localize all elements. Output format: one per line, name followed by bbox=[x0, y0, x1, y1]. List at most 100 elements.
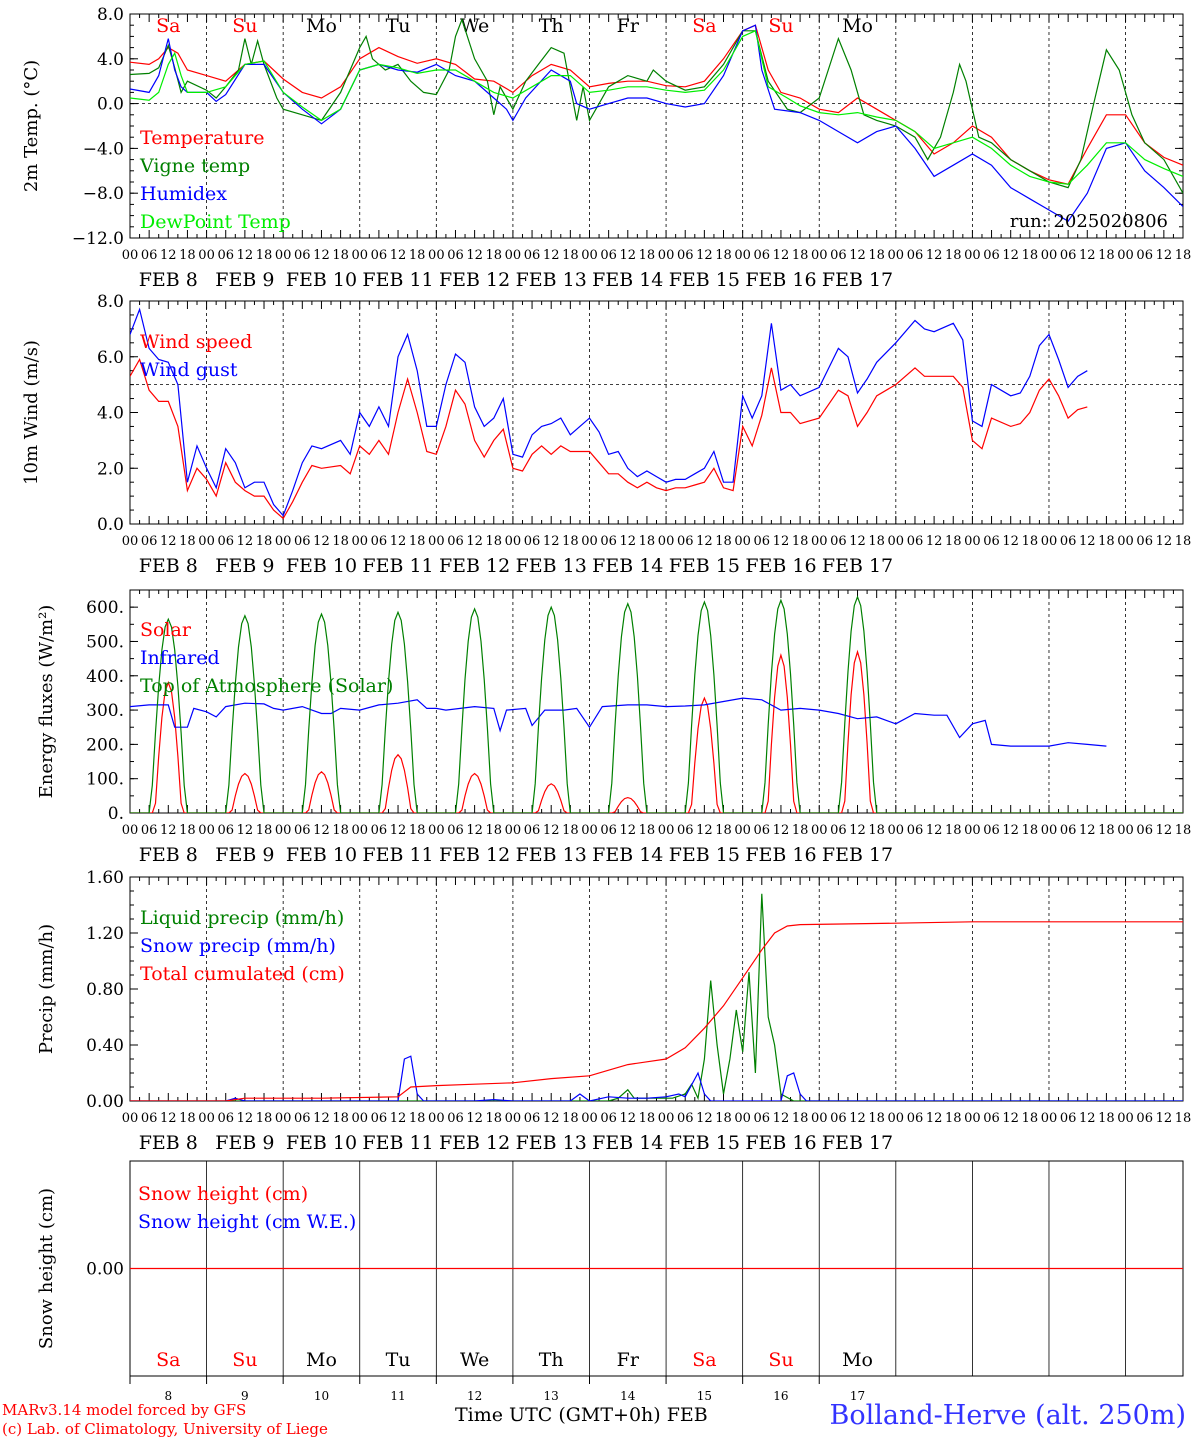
x-date-label: FEB 11 bbox=[362, 269, 433, 291]
x-hour-label: 06 bbox=[447, 1111, 464, 1126]
y-axis-title: Snow height (cm) bbox=[36, 1188, 57, 1349]
x-hour-label: 18 bbox=[1175, 534, 1192, 549]
x-hour-label: 00 bbox=[351, 248, 368, 263]
x-hour-label: 12 bbox=[926, 248, 943, 263]
day-number-label: 9 bbox=[241, 1389, 249, 1403]
series-line-total-cumulated-cm- bbox=[130, 921, 1183, 1101]
day-name-label: Mo bbox=[842, 1349, 873, 1371]
x-date-label: FEB 15 bbox=[669, 555, 740, 577]
x-hour-label: 12 bbox=[620, 1111, 637, 1126]
x-hour-label: 00 bbox=[198, 1111, 215, 1126]
x-hour-label: 06 bbox=[907, 1111, 924, 1126]
x-hour-label: 18 bbox=[1175, 823, 1192, 838]
x-hour-label: 18 bbox=[792, 248, 809, 263]
panel-frame bbox=[129, 589, 1184, 814]
x-hour-label: 18 bbox=[1175, 1111, 1192, 1126]
x-hour-label: 06 bbox=[1136, 1111, 1153, 1126]
x-hour-label: 12 bbox=[849, 534, 866, 549]
x-hour-label: 12 bbox=[1156, 1111, 1173, 1126]
y-tick-label: −8.0 bbox=[83, 184, 124, 204]
x-hour-label: 06 bbox=[217, 823, 234, 838]
x-date-label: FEB 14 bbox=[592, 1132, 663, 1154]
x-hour-label: 06 bbox=[754, 248, 771, 263]
x-hour-label: 00 bbox=[122, 248, 139, 263]
y-axis-title: 10m Wind (m/s) bbox=[21, 340, 42, 485]
y-tick-label: 1.20 bbox=[86, 924, 124, 944]
day-number-label: 10 bbox=[314, 1389, 329, 1403]
x-date-label: FEB 17 bbox=[822, 844, 893, 866]
series-line-top-of-atmosphere-solar- bbox=[130, 595, 1183, 813]
legend-entry: Top of Atmosphere (Solar) bbox=[140, 675, 393, 697]
x-hour-label: 18 bbox=[179, 1111, 196, 1126]
x-hour-label: 18 bbox=[332, 823, 349, 838]
x-hour-label: 12 bbox=[1156, 534, 1173, 549]
x-hour-label: 12 bbox=[773, 248, 790, 263]
y-tick-label: 8.0 bbox=[97, 5, 124, 25]
x-date-label: FEB 10 bbox=[286, 1132, 357, 1154]
x-hour-label: 06 bbox=[141, 1111, 158, 1126]
x-hour-label: 00 bbox=[198, 534, 215, 549]
day-name-label: Su bbox=[768, 1349, 793, 1371]
day-name-label: We bbox=[460, 15, 489, 37]
credit-model: MARv3.14 model forced by GFS bbox=[2, 1401, 247, 1419]
x-hour-label: 06 bbox=[294, 248, 311, 263]
x-hour-label: 18 bbox=[639, 1111, 656, 1126]
x-hour-label: 12 bbox=[849, 1111, 866, 1126]
x-hour-label: 06 bbox=[217, 534, 234, 549]
x-hour-label: 00 bbox=[658, 534, 675, 549]
x-hour-label: 18 bbox=[562, 1111, 579, 1126]
x-hour-label: 18 bbox=[792, 534, 809, 549]
x-date-label: FEB 12 bbox=[439, 269, 510, 291]
x-hour-label: 12 bbox=[466, 1111, 483, 1126]
x-hour-label: 06 bbox=[830, 248, 847, 263]
legend-entry: Liquid precip (mm/h) bbox=[140, 907, 344, 929]
x-hour-label: 00 bbox=[581, 823, 598, 838]
x-date-label: FEB 16 bbox=[745, 1132, 816, 1154]
legend-entry: Temperature bbox=[140, 127, 264, 149]
x-hour-label: 06 bbox=[907, 248, 924, 263]
x-hour-label: 12 bbox=[543, 823, 560, 838]
x-hour-label: 12 bbox=[237, 248, 254, 263]
y-tick-label: 0.0 bbox=[97, 95, 124, 115]
x-hour-label: 18 bbox=[715, 248, 732, 263]
x-hour-label: 00 bbox=[1117, 248, 1134, 263]
x-hour-label: 18 bbox=[1022, 534, 1039, 549]
x-hour-label: 12 bbox=[237, 534, 254, 549]
panel-temperature: 8.04.00.0−4.0−8.0−12.02m Temp. (°C)00 06 1… bbox=[21, 5, 1191, 291]
x-hour-label: 00 bbox=[964, 1111, 981, 1126]
x-hour-label: 18 bbox=[868, 248, 885, 263]
x-hour-label: 00 bbox=[811, 1111, 828, 1126]
x-date-label: FEB 11 bbox=[362, 555, 433, 577]
x-date-label: FEB 10 bbox=[286, 844, 357, 866]
x-hour-label: 18 bbox=[409, 248, 426, 263]
x-hour-label: 18 bbox=[868, 534, 885, 549]
x-date-label: FEB 13 bbox=[516, 844, 587, 866]
y-axis-title: Energy fluxes (W/m²) bbox=[36, 605, 57, 799]
x-hour-label: 00 bbox=[964, 823, 981, 838]
legend-entry: Wind gust bbox=[140, 359, 238, 381]
x-hour-label: 00 bbox=[505, 534, 522, 549]
x-hour-label: 06 bbox=[983, 248, 1000, 263]
y-tick-label: −12.0 bbox=[72, 229, 124, 249]
x-hour-label: 06 bbox=[294, 1111, 311, 1126]
x-hour-label: 00 bbox=[964, 534, 981, 549]
x-hour-label: 00 bbox=[658, 1111, 675, 1126]
x-date-label: FEB 13 bbox=[516, 269, 587, 291]
x-hour-label: 18 bbox=[639, 534, 656, 549]
x-hour-label: 18 bbox=[715, 823, 732, 838]
x-hour-label: 18 bbox=[1022, 1111, 1039, 1126]
x-hour-label: 12 bbox=[1002, 534, 1019, 549]
x-hour-label: 00 bbox=[1041, 1111, 1058, 1126]
x-hour-label: 12 bbox=[1079, 248, 1096, 263]
x-hour-label: 06 bbox=[1136, 248, 1153, 263]
x-hour-label: 18 bbox=[256, 1111, 273, 1126]
x-hour-label: 12 bbox=[926, 823, 943, 838]
day-number-label: 15 bbox=[697, 1389, 712, 1403]
x-hour-label: 12 bbox=[1002, 1111, 1019, 1126]
x-hour-label: 12 bbox=[696, 1111, 713, 1126]
x-hour-label: 12 bbox=[1156, 248, 1173, 263]
day-name-label: Tu bbox=[386, 1349, 411, 1371]
x-date-label: FEB 12 bbox=[439, 555, 510, 577]
x-hour-label: 12 bbox=[390, 1111, 407, 1126]
